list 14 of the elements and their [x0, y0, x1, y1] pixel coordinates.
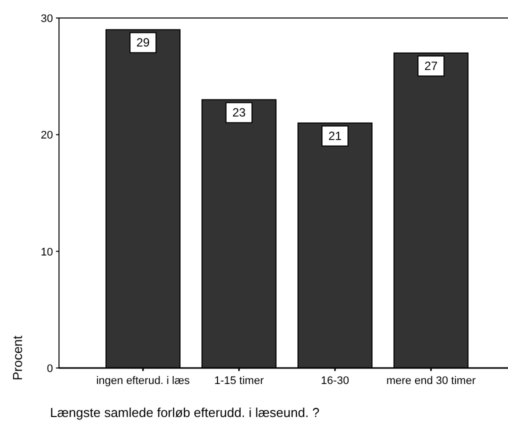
- x-tick-label: mere end 30 timer: [386, 375, 476, 387]
- data-label: 27: [424, 59, 438, 73]
- y-tick-label: 30: [40, 13, 53, 25]
- x-tick-label: 16-30: [320, 375, 350, 387]
- data-label: 29: [136, 36, 150, 50]
- data-label: 23: [232, 106, 246, 120]
- y-tick-label: 10: [40, 246, 53, 258]
- x-tick-label: 1-15 timer: [214, 375, 264, 387]
- y-axis-title: Procent: [10, 335, 25, 380]
- x-tick-label: ingen efterud. i læs: [96, 375, 190, 387]
- data-label: 21: [328, 129, 342, 143]
- y-tick-label: 20: [40, 130, 53, 142]
- x-axis-title: Længste samlede forløb efterudd. i læseund. ?: [50, 405, 320, 420]
- y-tick-label: 0: [46, 363, 53, 375]
